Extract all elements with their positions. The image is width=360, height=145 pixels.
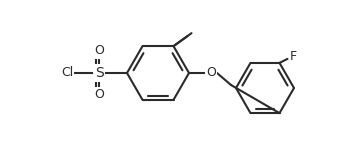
Text: O: O	[206, 67, 216, 79]
Text: Cl: Cl	[61, 67, 73, 79]
Text: O: O	[94, 88, 104, 102]
Text: F: F	[290, 50, 297, 63]
Text: S: S	[95, 66, 103, 80]
Text: O: O	[94, 45, 104, 58]
